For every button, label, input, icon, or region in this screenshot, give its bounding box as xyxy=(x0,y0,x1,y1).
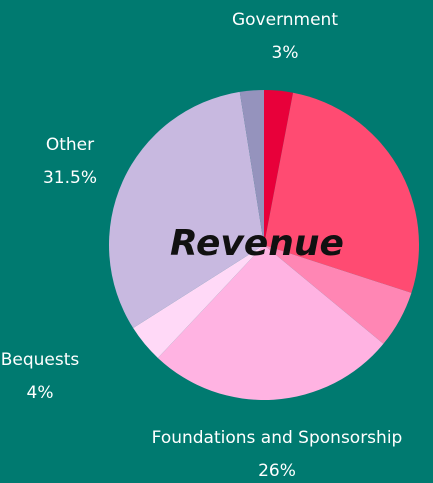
slice-value: 3% xyxy=(272,43,299,63)
pie-slice xyxy=(239,90,264,245)
slice-value: 31.5% xyxy=(43,168,97,188)
chart-title: Revenue xyxy=(170,223,344,264)
slice-label: Government xyxy=(232,10,338,30)
pie-slice xyxy=(133,245,264,358)
slice-label: Bequests xyxy=(1,350,80,370)
slice-label: Foundations and Sponsorship xyxy=(152,428,403,448)
pie-slice xyxy=(157,245,384,400)
pie-slice xyxy=(108,91,264,329)
slice-label: Other xyxy=(46,135,94,155)
slice-value: 4% xyxy=(27,383,54,403)
pie-slice xyxy=(264,92,420,293)
slice-value: 26% xyxy=(258,461,296,481)
pie-slice xyxy=(264,245,412,344)
pie-slice xyxy=(264,90,294,245)
